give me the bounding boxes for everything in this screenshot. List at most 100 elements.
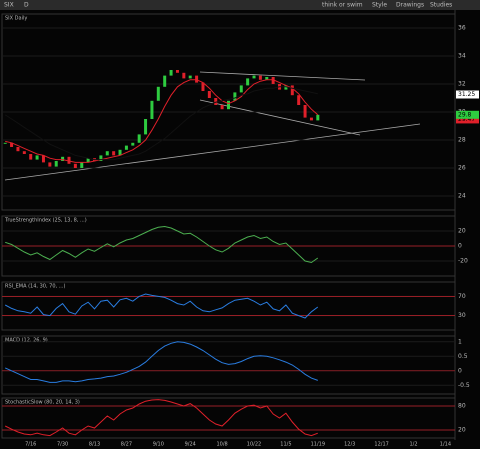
x-tick-label: 10/22 — [247, 442, 261, 448]
panel — [1, 281, 456, 331]
candle — [3, 142, 7, 144]
brand: think or swim — [322, 2, 363, 9]
candle — [233, 92, 237, 101]
price-marker-label: 29.8 — [458, 111, 472, 118]
candle — [175, 70, 179, 73]
x-tick-label: 1/2 — [410, 442, 418, 448]
candle — [258, 75, 262, 80]
price-marker-label: 31.25 — [458, 91, 475, 98]
trendline — [199, 71, 366, 81]
candle — [22, 151, 26, 154]
x-tick-label: 7/16 — [25, 442, 36, 448]
candle — [35, 155, 39, 160]
panel — [1, 397, 456, 439]
y-tick-label: 36 — [458, 25, 466, 32]
x-tick-label: 8/27 — [121, 442, 132, 448]
y-tick-label: 0 — [458, 367, 462, 374]
toolbar — [0, 0, 480, 10]
x-tick-label: 10/8 — [217, 442, 228, 448]
price-marker — [456, 110, 479, 119]
candle — [303, 105, 307, 118]
candle — [112, 151, 116, 156]
candle — [118, 149, 122, 156]
candle — [124, 145, 128, 150]
candle — [163, 75, 167, 87]
x-tick-label: 9/10 — [153, 442, 164, 448]
series-line — [4, 399, 318, 437]
y-tick-label: 34 — [458, 53, 466, 60]
series-line — [5, 79, 319, 163]
candle — [207, 91, 211, 98]
y-tick-label: 24 — [458, 193, 466, 200]
candle — [105, 151, 109, 156]
candle — [73, 163, 77, 168]
x-tick-label: 8/13 — [89, 442, 100, 448]
candle — [131, 142, 135, 146]
candle — [150, 100, 154, 119]
x-tick-label: 7/30 — [57, 442, 68, 448]
x-tick-label: 12/17 — [374, 442, 388, 448]
candle — [41, 155, 45, 163]
x-tick-label: 1/14 — [440, 442, 451, 448]
price-marker — [456, 90, 479, 99]
candle — [265, 77, 269, 80]
trendline — [199, 99, 361, 136]
candle — [86, 158, 90, 163]
candle — [297, 95, 301, 105]
candle — [214, 98, 218, 105]
y-tick-label: 20 — [458, 427, 466, 434]
candle — [16, 147, 20, 152]
candle — [54, 161, 58, 167]
candle — [80, 162, 84, 168]
candle — [48, 162, 52, 167]
symbol[interactable]: SIX — [4, 2, 14, 9]
y-tick-label: 70 — [458, 293, 466, 300]
y-tick-label: 80 — [458, 403, 466, 410]
candle — [61, 156, 65, 161]
candle — [10, 142, 14, 147]
y-tick-label: 20 — [458, 228, 466, 235]
panel-title: RSI_EMA (14, 30, 70, ...) — [5, 284, 65, 290]
x-tick-label: 9/24 — [185, 442, 196, 448]
candle — [227, 100, 230, 110]
y-tick-label: 0.5 — [458, 353, 468, 360]
candle — [309, 117, 313, 121]
style-button[interactable]: Style — [372, 2, 387, 9]
candle — [169, 70, 173, 76]
candle — [29, 154, 33, 160]
candle — [144, 119, 148, 135]
candle — [290, 85, 294, 96]
panel-title: StochasticSlow (80, 20, 14, 3) — [5, 400, 80, 406]
candle — [195, 75, 199, 83]
series-line — [4, 293, 319, 319]
candle — [188, 75, 192, 79]
panel-title: SIX Daily — [5, 16, 27, 22]
series-line — [5, 225, 319, 264]
series-line — [4, 86, 318, 161]
drawings-button[interactable]: Drawings — [396, 2, 424, 9]
y-tick-label: 1 — [458, 338, 462, 345]
candle — [137, 134, 141, 143]
x-tick-label: 11/19 — [311, 442, 325, 448]
y-tick-label: 26 — [458, 165, 466, 172]
y-tick-label: 32 — [458, 81, 466, 88]
candle — [252, 75, 256, 79]
candle — [99, 155, 103, 161]
candle — [67, 156, 71, 164]
panel — [1, 335, 456, 395]
candle — [246, 78, 250, 86]
x-tick-label: 12/3 — [344, 442, 355, 448]
price-marker — [456, 115, 479, 124]
studies-button[interactable]: Studies — [430, 2, 452, 9]
panel-title: MACD (12, 26, 9) — [5, 338, 48, 344]
y-tick-label: 28 — [458, 137, 466, 144]
candle — [201, 82, 205, 91]
y-tick-label: 0 — [458, 243, 462, 250]
candle — [182, 72, 186, 79]
period[interactable]: D — [24, 2, 29, 9]
candle — [220, 105, 224, 110]
y-tick-label: 30 — [458, 312, 466, 319]
y-tick-label: -20 — [458, 258, 468, 265]
candle — [156, 86, 160, 101]
